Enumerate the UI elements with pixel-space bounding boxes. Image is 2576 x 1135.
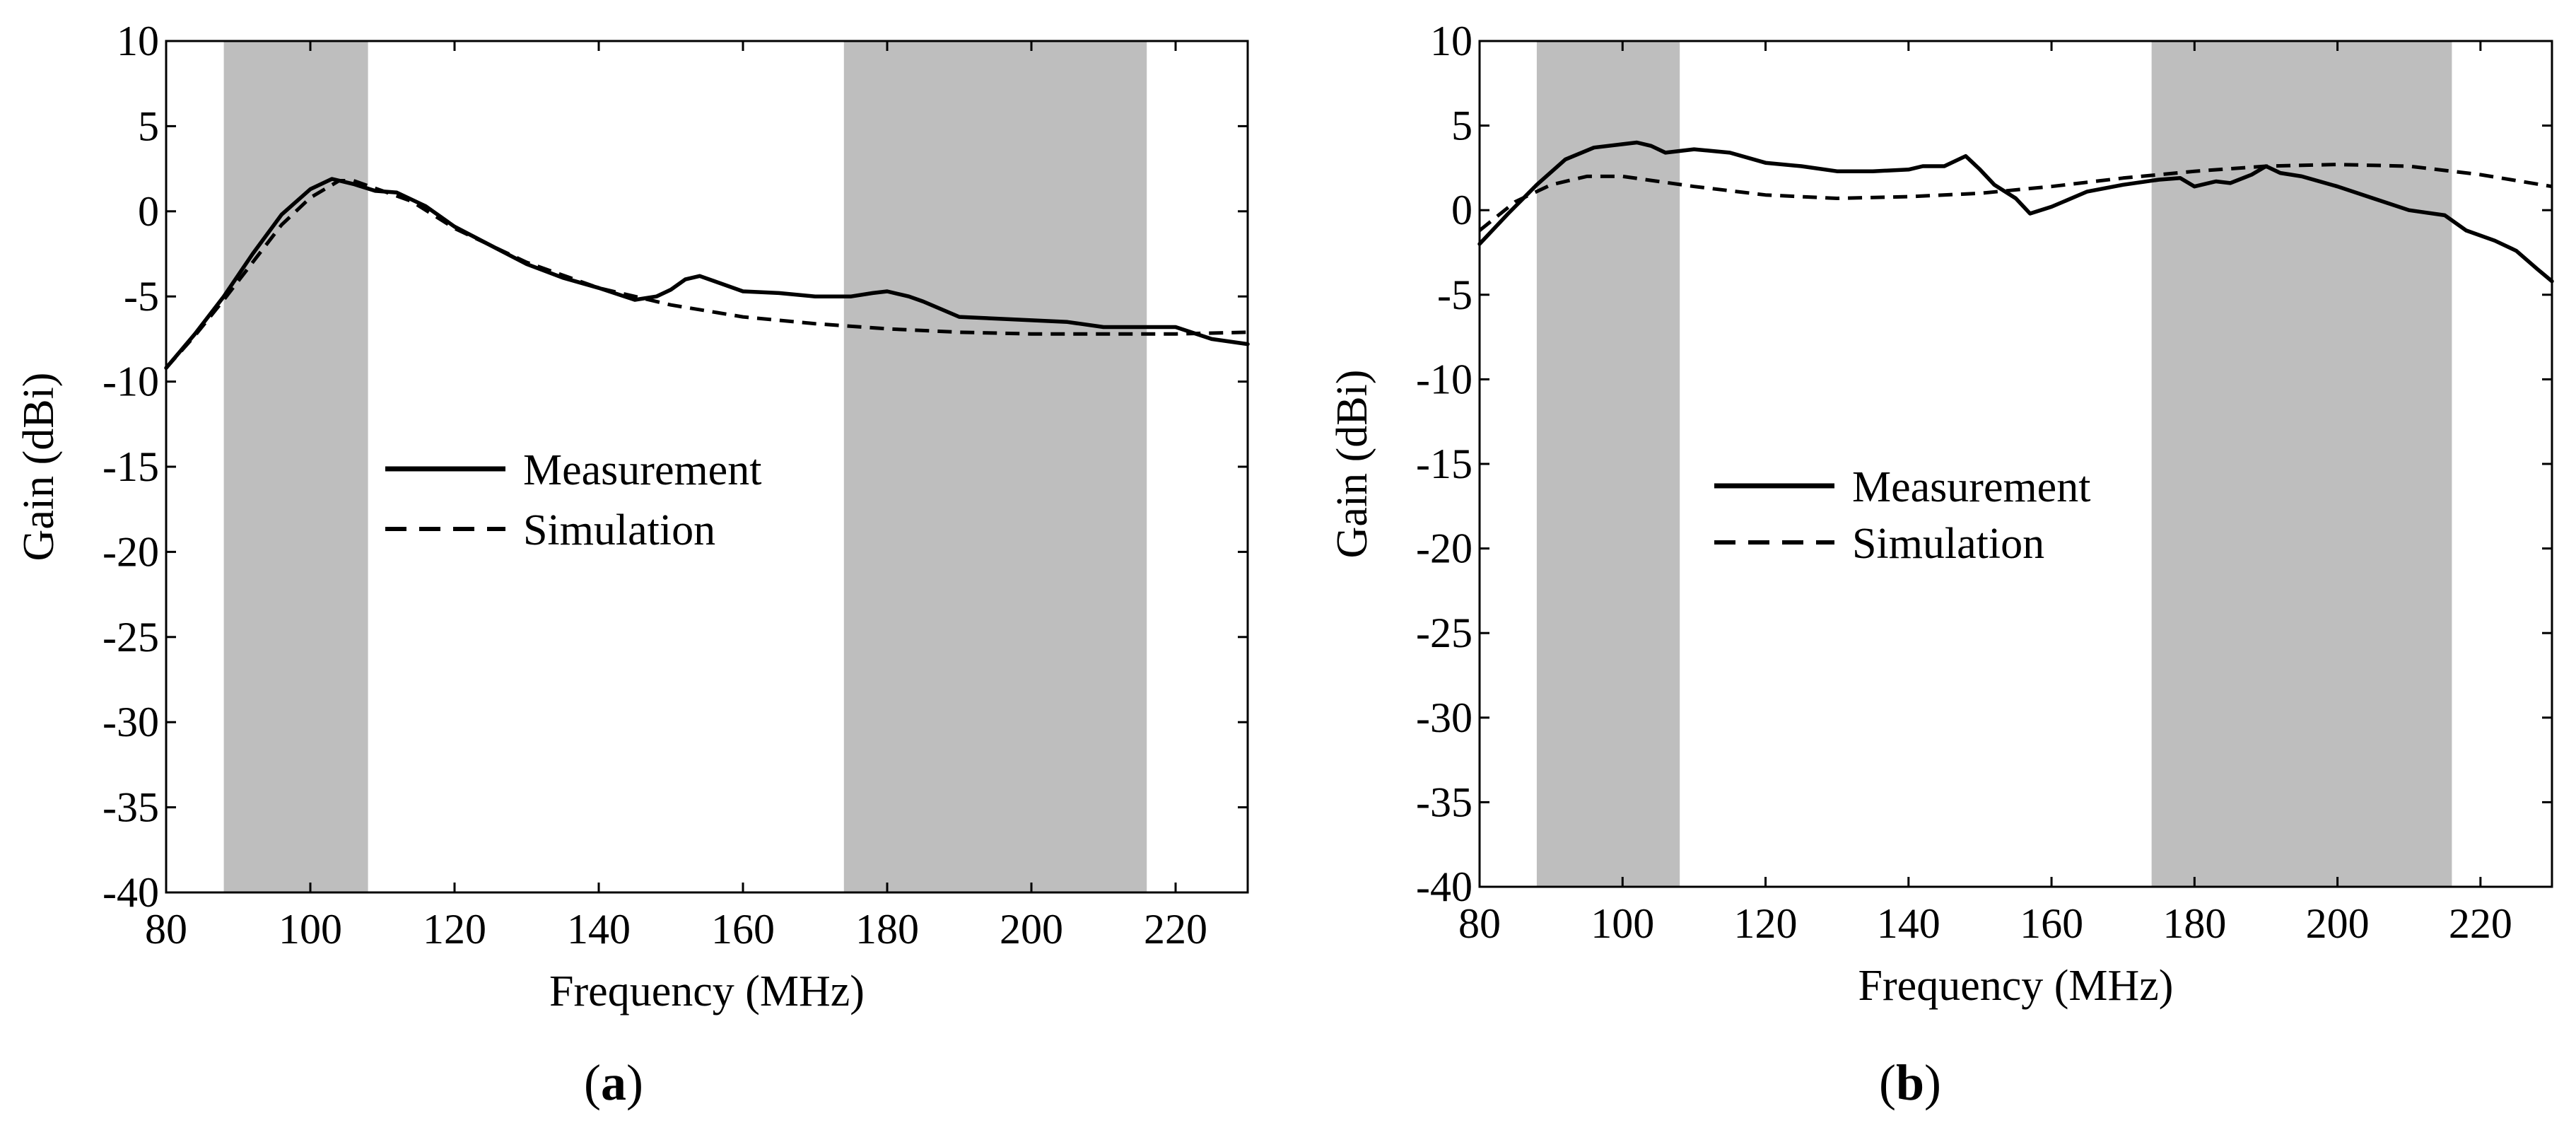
y-tick-label: 0 bbox=[138, 188, 159, 235]
x-tick-label: 140 bbox=[567, 906, 631, 953]
caption-open: ( bbox=[584, 1054, 601, 1111]
legend-label-simulation: Simulation bbox=[1852, 520, 2044, 568]
x-axis-title: Frequency (MHz) bbox=[1858, 962, 2174, 1010]
y-tick-label: 5 bbox=[138, 103, 159, 149]
caption-letter: b bbox=[1896, 1054, 1924, 1111]
y-tick-label: -25 bbox=[1416, 610, 1473, 656]
y-axis-title: Gain (dBi) bbox=[1328, 370, 1376, 559]
y-tick-label: -5 bbox=[124, 273, 159, 320]
series-line-measurement bbox=[1477, 140, 2554, 284]
x-tick-label: 80 bbox=[1458, 900, 1501, 947]
x-tick-label: 160 bbox=[2020, 900, 2083, 947]
x-tick-label: 160 bbox=[711, 906, 775, 953]
legend-label-simulation: Simulation bbox=[523, 506, 715, 554]
x-tick-label: 220 bbox=[1144, 906, 1207, 953]
caption-open: ( bbox=[1879, 1054, 1896, 1111]
legend-label-measurement: Measurement bbox=[1852, 463, 2090, 511]
series-line-simulation bbox=[1478, 163, 2553, 232]
y-axis-title: Gain (dBi) bbox=[15, 373, 63, 561]
x-tick-label: 180 bbox=[2162, 900, 2226, 947]
chart-panel-a: 80 100 120 140 160 180 200 220 10 5 0 -5 -10 -15 -20 -2… bbox=[15, 18, 1250, 1111]
y-tick-label: -35 bbox=[103, 784, 159, 831]
x-tick-label: 200 bbox=[2306, 900, 2370, 947]
series-line-simulation bbox=[165, 179, 1248, 369]
y-tick-label: -25 bbox=[103, 614, 159, 660]
y-tick-label: 0 bbox=[1451, 187, 1473, 233]
x-tick-label: 100 bbox=[1591, 900, 1654, 947]
caption-close: ) bbox=[1924, 1054, 1941, 1111]
panel-caption: (a) bbox=[584, 1054, 643, 1111]
y-tick-label: -5 bbox=[1437, 272, 1473, 318]
x-tick-label: 180 bbox=[855, 906, 919, 953]
x-axis-title: Frequency (MHz) bbox=[549, 967, 865, 1015]
y-tick-label: -40 bbox=[103, 869, 159, 916]
x-tick-label: 100 bbox=[279, 906, 342, 953]
chart-panel-b: 80 100 120 140 160 180 200 220 10 5 0 -5 -10 -15 -20 -2… bbox=[1328, 18, 2554, 1111]
x-tick-label: 120 bbox=[1734, 900, 1798, 947]
y-tick-label: -35 bbox=[1416, 779, 1473, 825]
y-tick-label: -40 bbox=[1416, 863, 1473, 910]
shaded-band-2 bbox=[843, 41, 1147, 892]
shaded-band-2 bbox=[2151, 41, 2452, 887]
x-tick-label: 220 bbox=[2449, 900, 2512, 947]
x-tick-label: 140 bbox=[1877, 900, 1940, 947]
y-tick-label: -15 bbox=[1416, 441, 1473, 487]
y-tick-label: 10 bbox=[1430, 18, 1473, 64]
x-tick-label: 120 bbox=[423, 906, 486, 953]
y-tick-label: 5 bbox=[1451, 103, 1473, 149]
y-tick-label: -10 bbox=[103, 359, 159, 405]
y-tick-label: -30 bbox=[1416, 694, 1473, 741]
y-tick-label: -30 bbox=[103, 699, 159, 745]
legend: Measurement Simulation bbox=[385, 446, 761, 554]
x-tick-label: 80 bbox=[145, 906, 187, 953]
y-tick-label: -10 bbox=[1416, 356, 1473, 402]
x-tick-label: 200 bbox=[1000, 906, 1063, 953]
y-tick-label: 10 bbox=[117, 18, 159, 64]
legend: Measurement Simulation bbox=[1714, 463, 2090, 568]
y-tick-label: -20 bbox=[1416, 525, 1473, 572]
caption-letter: a bbox=[601, 1054, 626, 1111]
caption-close: ) bbox=[626, 1054, 643, 1111]
legend-label-measurement: Measurement bbox=[523, 446, 761, 494]
panel-caption: (b) bbox=[1879, 1054, 1941, 1111]
y-tick-label: -20 bbox=[103, 528, 159, 575]
shaded-band-1 bbox=[223, 41, 368, 892]
y-tick-label: -15 bbox=[103, 443, 159, 490]
